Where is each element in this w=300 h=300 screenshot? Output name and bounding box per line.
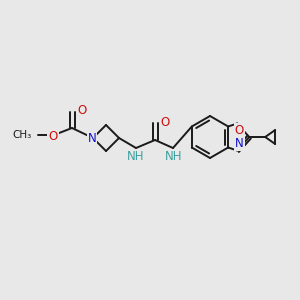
Text: O: O [235, 124, 244, 137]
Text: O: O [48, 130, 58, 142]
Text: O: O [77, 104, 87, 118]
Text: NH: NH [127, 151, 145, 164]
Text: N: N [88, 131, 96, 145]
Text: O: O [160, 116, 169, 128]
Text: CH₃: CH₃ [13, 130, 32, 140]
Text: N: N [235, 137, 244, 150]
Text: NH: NH [165, 151, 183, 164]
